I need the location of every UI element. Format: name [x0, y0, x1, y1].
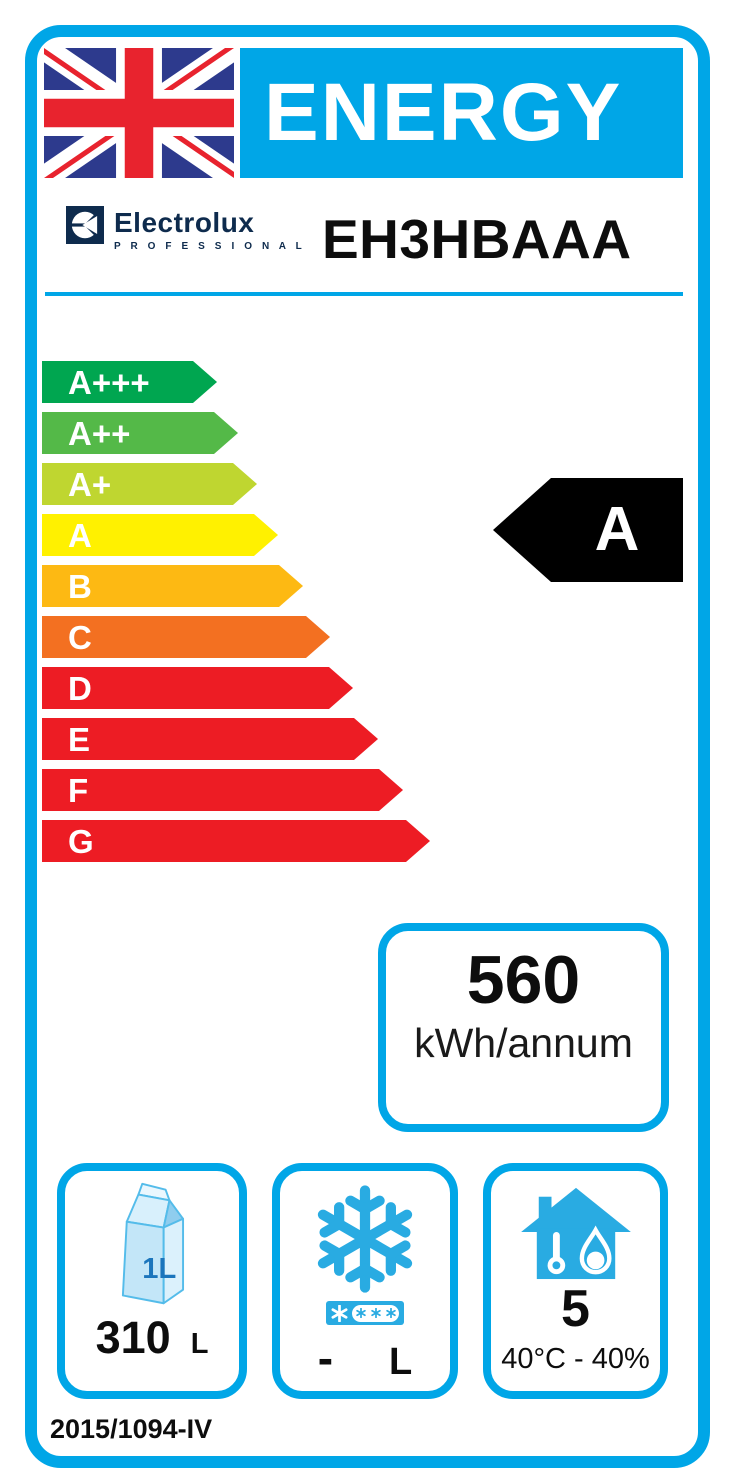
house-climate-icon — [520, 1187, 631, 1280]
scale-bar-label: A+ — [68, 465, 112, 503]
consumption-unit: kWh/annum — [414, 1020, 633, 1067]
scale-bar-A+: A+ — [42, 463, 257, 505]
fridge-volume-value: 310 — [95, 1312, 171, 1363]
scale-bar-E: E — [42, 718, 378, 760]
thermometer-icon — [547, 1232, 565, 1275]
header-divider — [45, 292, 683, 296]
rating-scale: A+++ A++ A+ A B C D E F G — [42, 361, 430, 871]
freezer-star-rating-icon — [326, 1301, 404, 1325]
energy-title: ENERGY — [264, 67, 623, 158]
climate-class-box: 5 40°C - 40% — [483, 1163, 668, 1399]
scale-bar-label: C — [68, 618, 92, 656]
scale-bar-D: D — [42, 667, 353, 709]
energy-banner: ENERGY — [240, 48, 683, 178]
scale-bar-label: D — [68, 669, 92, 707]
consumption-value: 560 — [466, 942, 581, 1018]
uk-flag-icon — [44, 48, 234, 178]
scale-bar-label: A++ — [68, 414, 131, 452]
humidity-drop-icon — [579, 1225, 612, 1275]
freezer-volume-unit: L — [389, 1341, 413, 1383]
brand-name: Electrolux — [114, 207, 255, 238]
regulation-reference: 2015/1094-IV — [50, 1414, 213, 1444]
scale-bar-A: A — [42, 514, 278, 556]
brand-division: P R O F E S S I O N A L — [114, 241, 306, 252]
scale-bar-label: A+++ — [68, 363, 150, 401]
scale-bar-C: C — [42, 616, 330, 658]
consumption-box: 560 kWh/annum — [378, 923, 669, 1132]
milk-carton-icon: 1L — [121, 1182, 185, 1305]
scale-bar-B: B — [42, 565, 303, 607]
scale-bar-label: A — [68, 516, 92, 554]
scale-bar-F: F — [42, 769, 403, 811]
rating-grade: A — [594, 495, 640, 564]
freezer-volume-value: - — [317, 1332, 334, 1384]
carton-volume-label: 1L — [142, 1253, 176, 1285]
scale-bar-label: F — [68, 771, 89, 809]
fridge-volume-box: 1L 310 L — [57, 1163, 247, 1399]
label-border-frame — [25, 25, 710, 1468]
scale-bar-A+++: A+++ — [42, 361, 217, 403]
scale-bar-label: G — [68, 822, 94, 860]
electrolux-logo-icon — [66, 206, 104, 244]
scale-bar-label: E — [68, 720, 91, 758]
scale-bar-A++: A++ — [42, 412, 238, 454]
brand-wordmark: Electrolux P R O F E S S I O N A L — [114, 209, 305, 252]
climate-condition: 40°C - 40% — [501, 1343, 650, 1375]
freezer-volume-box: - L — [272, 1163, 458, 1399]
climate-class-value: 5 — [561, 1280, 590, 1338]
scale-bar-label: B — [68, 567, 92, 605]
snowflake-icon — [317, 1185, 413, 1293]
scale-bar-G: G — [42, 820, 430, 862]
model-number: EH3HBAAA — [322, 208, 632, 270]
fridge-volume-unit: L — [190, 1328, 209, 1360]
